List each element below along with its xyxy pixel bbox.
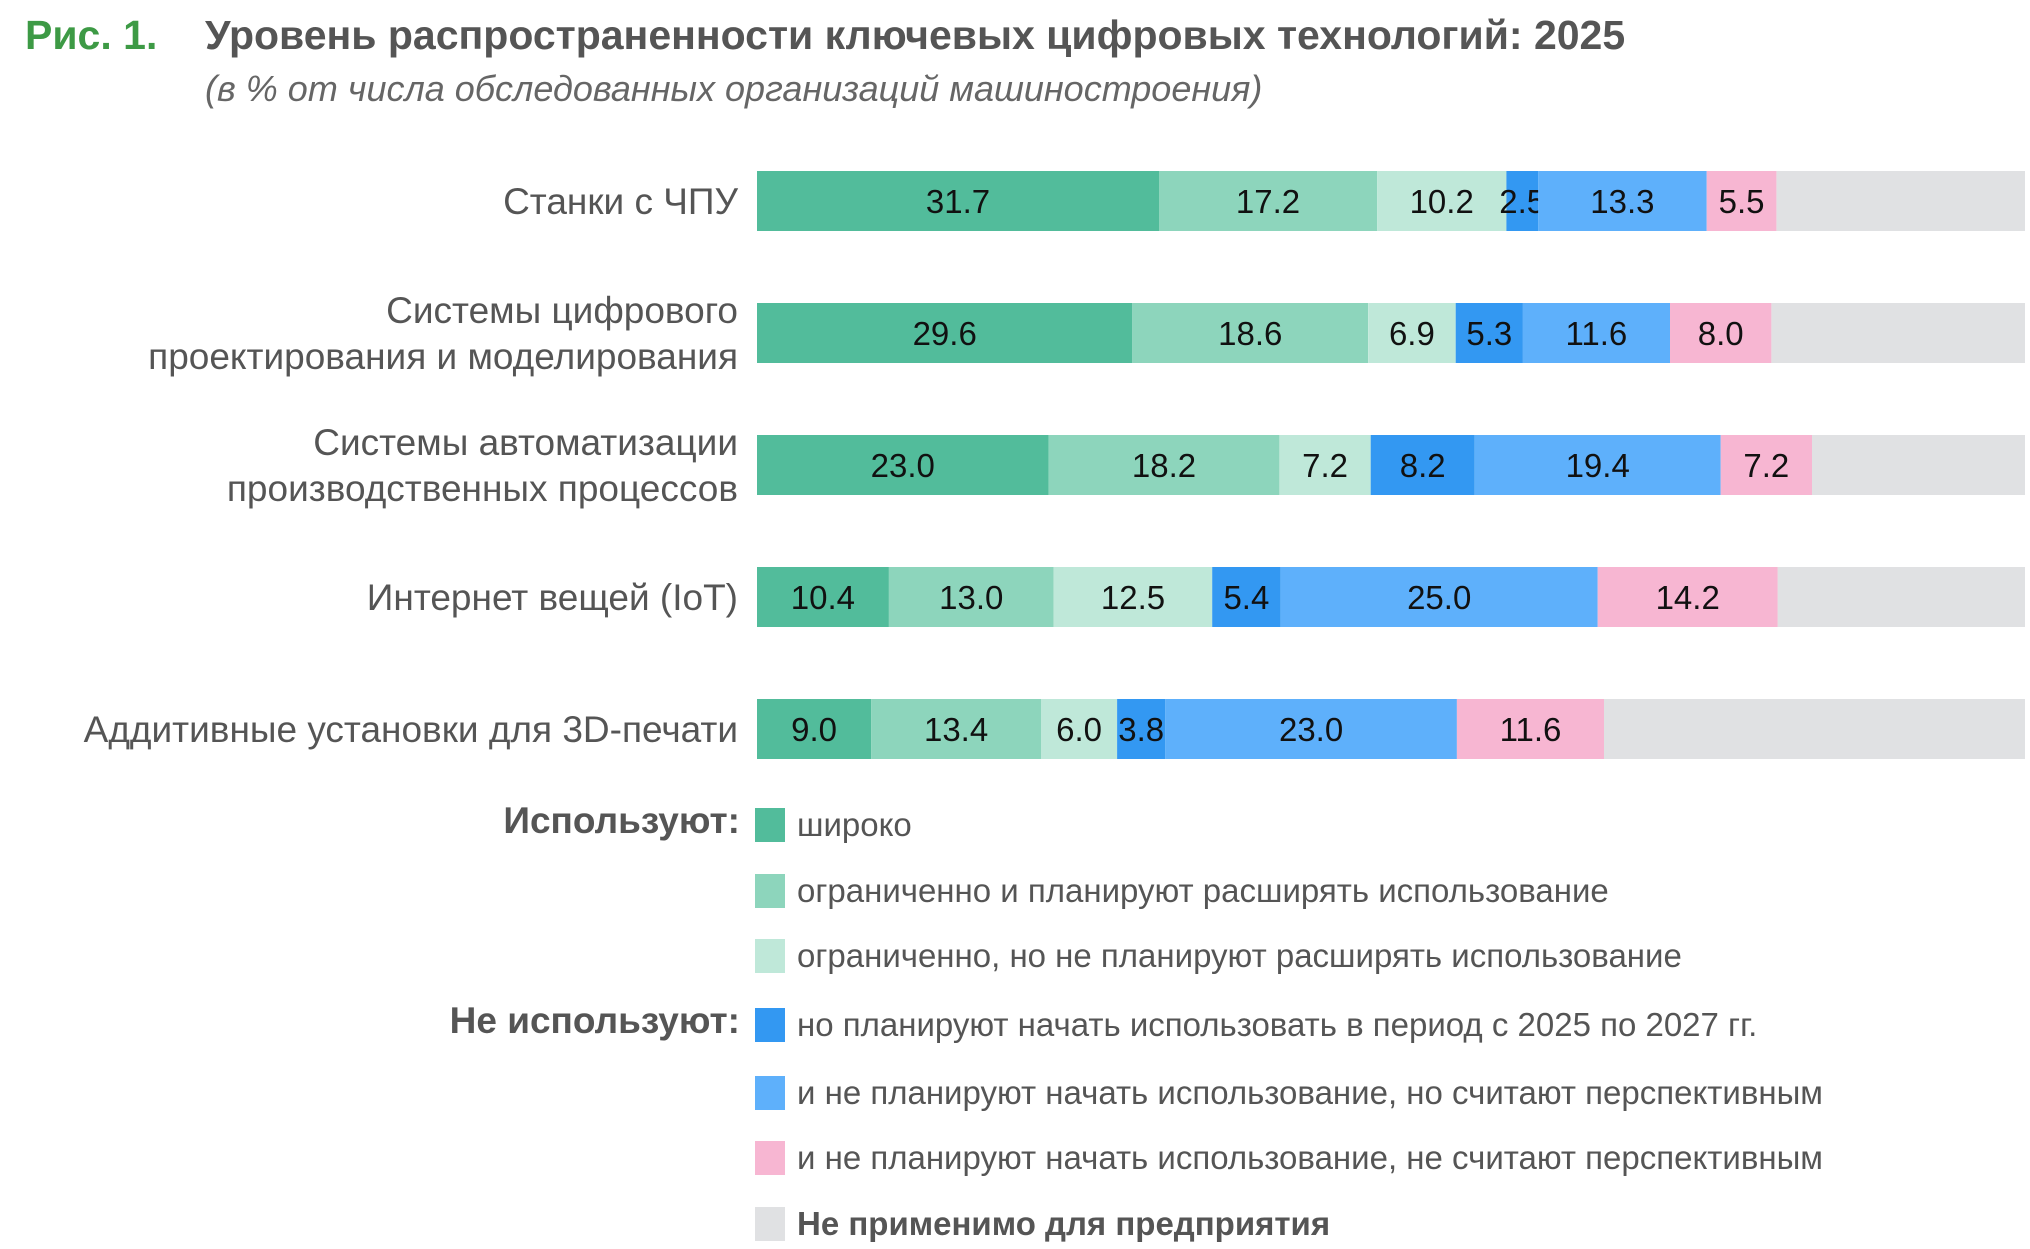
data-label: 2.5 <box>1499 183 1545 220</box>
legend-label: и не планируют начать использование, но … <box>797 1074 1823 1111</box>
bar-segment <box>1053 567 1213 627</box>
bar-segment <box>1522 303 1670 363</box>
bar-segment <box>1538 171 1707 231</box>
legend-group-not-using: Не используют: <box>449 1000 740 1041</box>
legend-label: и не планируют начать использование, не … <box>797 1139 1823 1176</box>
data-label: 8.0 <box>1698 315 1744 352</box>
data-label: 14.2 <box>1656 579 1720 616</box>
bar-segment <box>1368 303 1456 363</box>
bar-segment <box>1777 567 2025 627</box>
data-label: 18.2 <box>1132 447 1196 484</box>
figure-title: Уровень распространенности ключевых цифр… <box>205 12 1626 58</box>
legend-label: Не применимо для предприятия <box>797 1205 1331 1242</box>
stacked-bar-chart: Станки с ЧПУ 31.7 17.2 10.2 2.5 13.3 5.5 Систем… <box>84 171 2025 759</box>
legend-swatch <box>755 808 785 842</box>
legend-item: ограниченно, но не планируют расширять и… <box>755 936 1682 976</box>
bar-segment <box>1506 171 1539 231</box>
data-label: 11.6 <box>1500 711 1562 748</box>
figure-label: Рис. 1. <box>25 12 158 58</box>
bar-segment <box>1117 699 1166 759</box>
bar-segment <box>757 303 1133 363</box>
category-label: Системы автоматизации <box>313 422 738 463</box>
legend-label: широко <box>797 806 912 843</box>
bar-segment <box>1474 435 1721 495</box>
data-label: 25.0 <box>1407 579 1471 616</box>
legend-swatch <box>755 1076 785 1110</box>
data-label: 13.0 <box>939 579 1003 616</box>
bar-segment <box>1670 303 1772 363</box>
legend-group-using: Используют: <box>503 800 740 841</box>
legend-label: но планируют начать использовать в перио… <box>797 1006 1758 1043</box>
legend-item: и не планируют начать использование, не … <box>755 1138 1823 1178</box>
bar-segment <box>757 699 872 759</box>
legend-label: ограниченно, но не планируют расширять и… <box>797 937 1682 974</box>
bar-segment <box>1706 171 1777 231</box>
bar-segment <box>1280 567 1598 627</box>
data-label: 17.2 <box>1236 183 1300 220</box>
legend-item: ограниченно и планируют расширять исполь… <box>755 871 1609 911</box>
data-label: 7.2 <box>1302 447 1348 484</box>
bar-segment <box>1776 171 2025 231</box>
data-label: 18.6 <box>1218 315 1282 352</box>
bar-segment <box>1812 435 2025 495</box>
data-label: 5.3 <box>1466 315 1512 352</box>
bar-segment <box>1455 303 1523 363</box>
legend-swatch <box>755 1008 785 1042</box>
data-label: 19.4 <box>1566 447 1630 484</box>
data-label: 10.4 <box>791 579 855 616</box>
data-label: 13.3 <box>1590 183 1654 220</box>
category-label: Аддитивные установки для 3D-печати <box>84 709 738 750</box>
category-label: проектирования и моделирования <box>148 336 738 377</box>
bar-segment <box>757 435 1049 495</box>
bar-segment <box>1771 303 2025 363</box>
category-label: Станки с ЧПУ <box>503 181 738 222</box>
legend-item: и не планируют начать использование, но … <box>755 1073 1823 1113</box>
bar-segment <box>757 567 889 627</box>
data-label: 11.6 <box>1566 315 1628 352</box>
legend-swatch <box>755 939 785 973</box>
bar-segment <box>1597 567 1778 627</box>
bar-segment <box>1604 699 2025 759</box>
data-label: 7.2 <box>1743 447 1789 484</box>
category-label: Системы цифрового <box>386 290 738 331</box>
legend-item: но планируют начать использовать в перио… <box>755 1005 1757 1045</box>
bar-segment <box>1165 699 1457 759</box>
bar-segment <box>1279 435 1371 495</box>
data-label: 23.0 <box>1279 711 1343 748</box>
legend-swatch <box>755 874 785 908</box>
data-label: 9.0 <box>791 711 837 748</box>
bar-segment <box>1456 699 1604 759</box>
bar-segment <box>1041 699 1118 759</box>
data-label: 6.9 <box>1389 315 1435 352</box>
bar-segment <box>888 567 1054 627</box>
data-label: 31.7 <box>926 183 990 220</box>
data-label: 6.0 <box>1056 711 1102 748</box>
bar-segment <box>1720 435 1812 495</box>
data-label: 29.6 <box>913 315 977 352</box>
data-label: 23.0 <box>871 447 935 484</box>
bar-segment <box>757 171 1159 231</box>
bar-segment <box>1370 435 1475 495</box>
data-label: 3.8 <box>1118 711 1164 748</box>
data-label: 12.5 <box>1101 579 1165 616</box>
data-label: 8.2 <box>1400 447 1446 484</box>
data-label: 13.4 <box>924 711 988 748</box>
legend-swatch <box>755 1141 785 1175</box>
legend-item: Не применимо для предприятия <box>755 1204 1330 1244</box>
legend-item: широко <box>755 805 912 845</box>
figure-subtitle: (в % от числа обследованных организаций … <box>205 68 1263 109</box>
data-label: 5.4 <box>1223 579 1269 616</box>
legend-swatch <box>755 1207 785 1241</box>
category-label: производственных процессов <box>227 468 738 509</box>
data-label: 5.5 <box>1719 183 1765 220</box>
bar-segment <box>1212 567 1281 627</box>
legend-label: ограниченно и планируют расширять исполь… <box>797 872 1609 909</box>
bar-segment <box>1048 435 1280 495</box>
data-label: 10.2 <box>1410 183 1474 220</box>
bar-segment <box>1132 303 1369 363</box>
bar-segment <box>1377 171 1507 231</box>
bar-segment <box>871 699 1041 759</box>
bar-segment <box>1159 171 1378 231</box>
category-label: Интернет вещей (IoT) <box>367 577 738 618</box>
